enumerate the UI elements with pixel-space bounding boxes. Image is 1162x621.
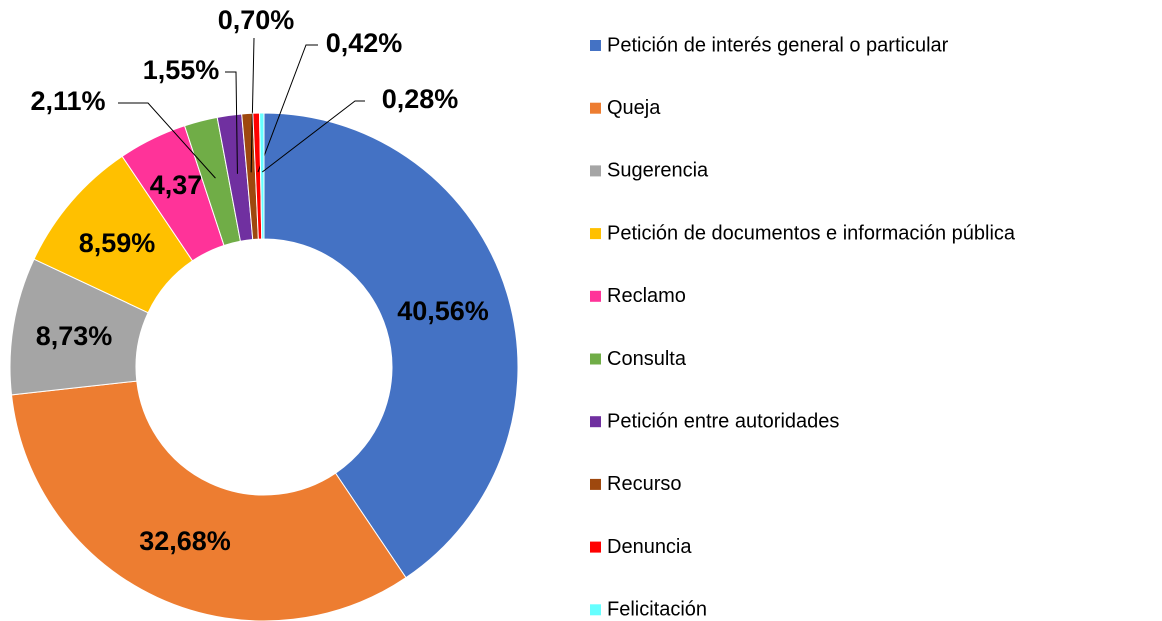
legend-label: Felicitación — [607, 599, 707, 621]
legend-swatch — [590, 228, 601, 240]
value-label: 0,70% — [218, 5, 295, 35]
value-label: 40,56% — [397, 296, 489, 326]
donut-slice — [263, 112, 519, 579]
leader-line — [118, 102, 216, 179]
legend-label: Petición de documentos e información púb… — [607, 222, 1016, 244]
value-label: 32,68% — [139, 526, 231, 556]
legend-swatch — [590, 102, 601, 114]
leader-line — [257, 44, 318, 173]
value-label: 2,11% — [30, 86, 105, 116]
legend-label: Queja — [607, 97, 661, 119]
legend-label: Recurso — [607, 473, 681, 495]
legend-label: Reclamo — [607, 285, 686, 307]
legend-swatch — [590, 40, 601, 51]
donut-slice — [259, 112, 265, 240]
legend-label: Denuncia — [607, 536, 692, 558]
legend-swatch — [590, 604, 601, 616]
leader-line — [261, 100, 365, 173]
legend-swatch — [590, 290, 601, 302]
value-label: 0,42% — [326, 28, 403, 58]
value-label: 8,73% — [36, 321, 113, 351]
leader-line — [225, 71, 238, 174]
value-label: 1,55% — [143, 55, 220, 85]
legend-label: Petición de interés general o particular — [607, 34, 949, 56]
leader-line — [250, 37, 255, 173]
legend-swatch — [590, 165, 601, 177]
legend-label: Consulta — [607, 348, 687, 370]
legend-swatch — [590, 416, 601, 428]
donut-slice — [10, 380, 407, 621]
legend-swatch — [590, 353, 601, 365]
legend-swatch — [590, 541, 601, 553]
legend-label: Petición entre autoridades — [607, 410, 839, 432]
legend-label: Sugerencia — [607, 160, 709, 182]
value-label: 8,59% — [79, 228, 156, 258]
value-label: 0,28% — [382, 84, 459, 114]
legend-swatch — [590, 478, 601, 490]
